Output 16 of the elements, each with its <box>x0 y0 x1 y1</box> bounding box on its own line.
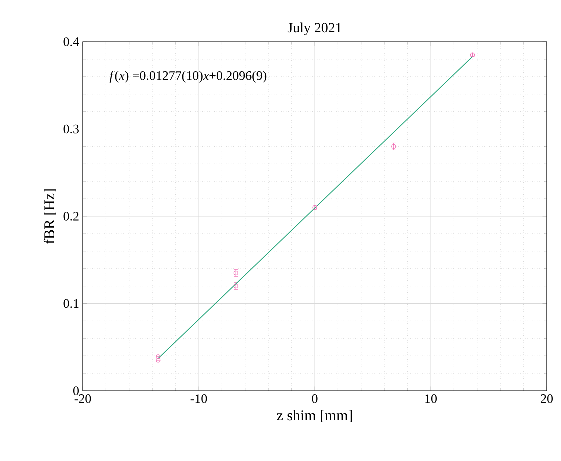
y-tick-label: 0.4 <box>64 38 80 46</box>
y-tick-label: 0.3 <box>64 124 79 134</box>
x-axis-title: z shim [mm] <box>277 410 352 422</box>
x-tick-label: -20 <box>74 394 92 404</box>
annotation: f(x) =0.01277(10)x+0.2096(9) <box>110 70 267 83</box>
point <box>156 358 161 363</box>
y-tick-label: 0.1 <box>64 299 79 308</box>
chart-title: July 2021 <box>288 22 342 36</box>
x-tick-label: 10 <box>426 394 437 404</box>
x-tick-label: 0 <box>312 394 318 404</box>
x-tick-label: -10 <box>190 394 208 404</box>
point <box>156 354 161 360</box>
x-tick-label: 20 <box>541 394 553 404</box>
y-tick-label: 0 <box>74 386 79 396</box>
y-tick-label: 0.2 <box>64 212 79 221</box>
y-axis-title: fBR [Hz] <box>44 190 56 244</box>
